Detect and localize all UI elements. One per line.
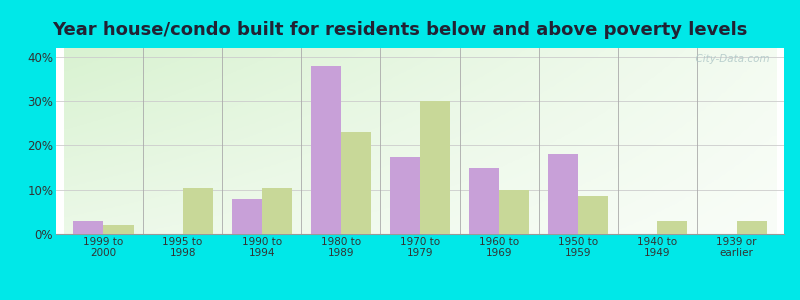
Bar xyxy=(499,190,530,234)
Bar xyxy=(469,168,499,234)
Bar xyxy=(390,157,420,234)
Bar xyxy=(74,221,103,234)
Text: City-Data.com: City-Data.com xyxy=(689,54,770,64)
Bar xyxy=(578,196,608,234)
Bar xyxy=(341,132,371,234)
Bar xyxy=(420,101,450,234)
Bar xyxy=(311,66,341,234)
Bar xyxy=(262,188,292,234)
Bar xyxy=(232,199,262,234)
Bar xyxy=(103,225,134,234)
Text: Year house/condo built for residents below and above poverty levels: Year house/condo built for residents bel… xyxy=(52,21,748,39)
Bar xyxy=(548,154,578,234)
Bar xyxy=(182,188,213,234)
Bar xyxy=(737,221,766,234)
Bar xyxy=(658,221,687,234)
